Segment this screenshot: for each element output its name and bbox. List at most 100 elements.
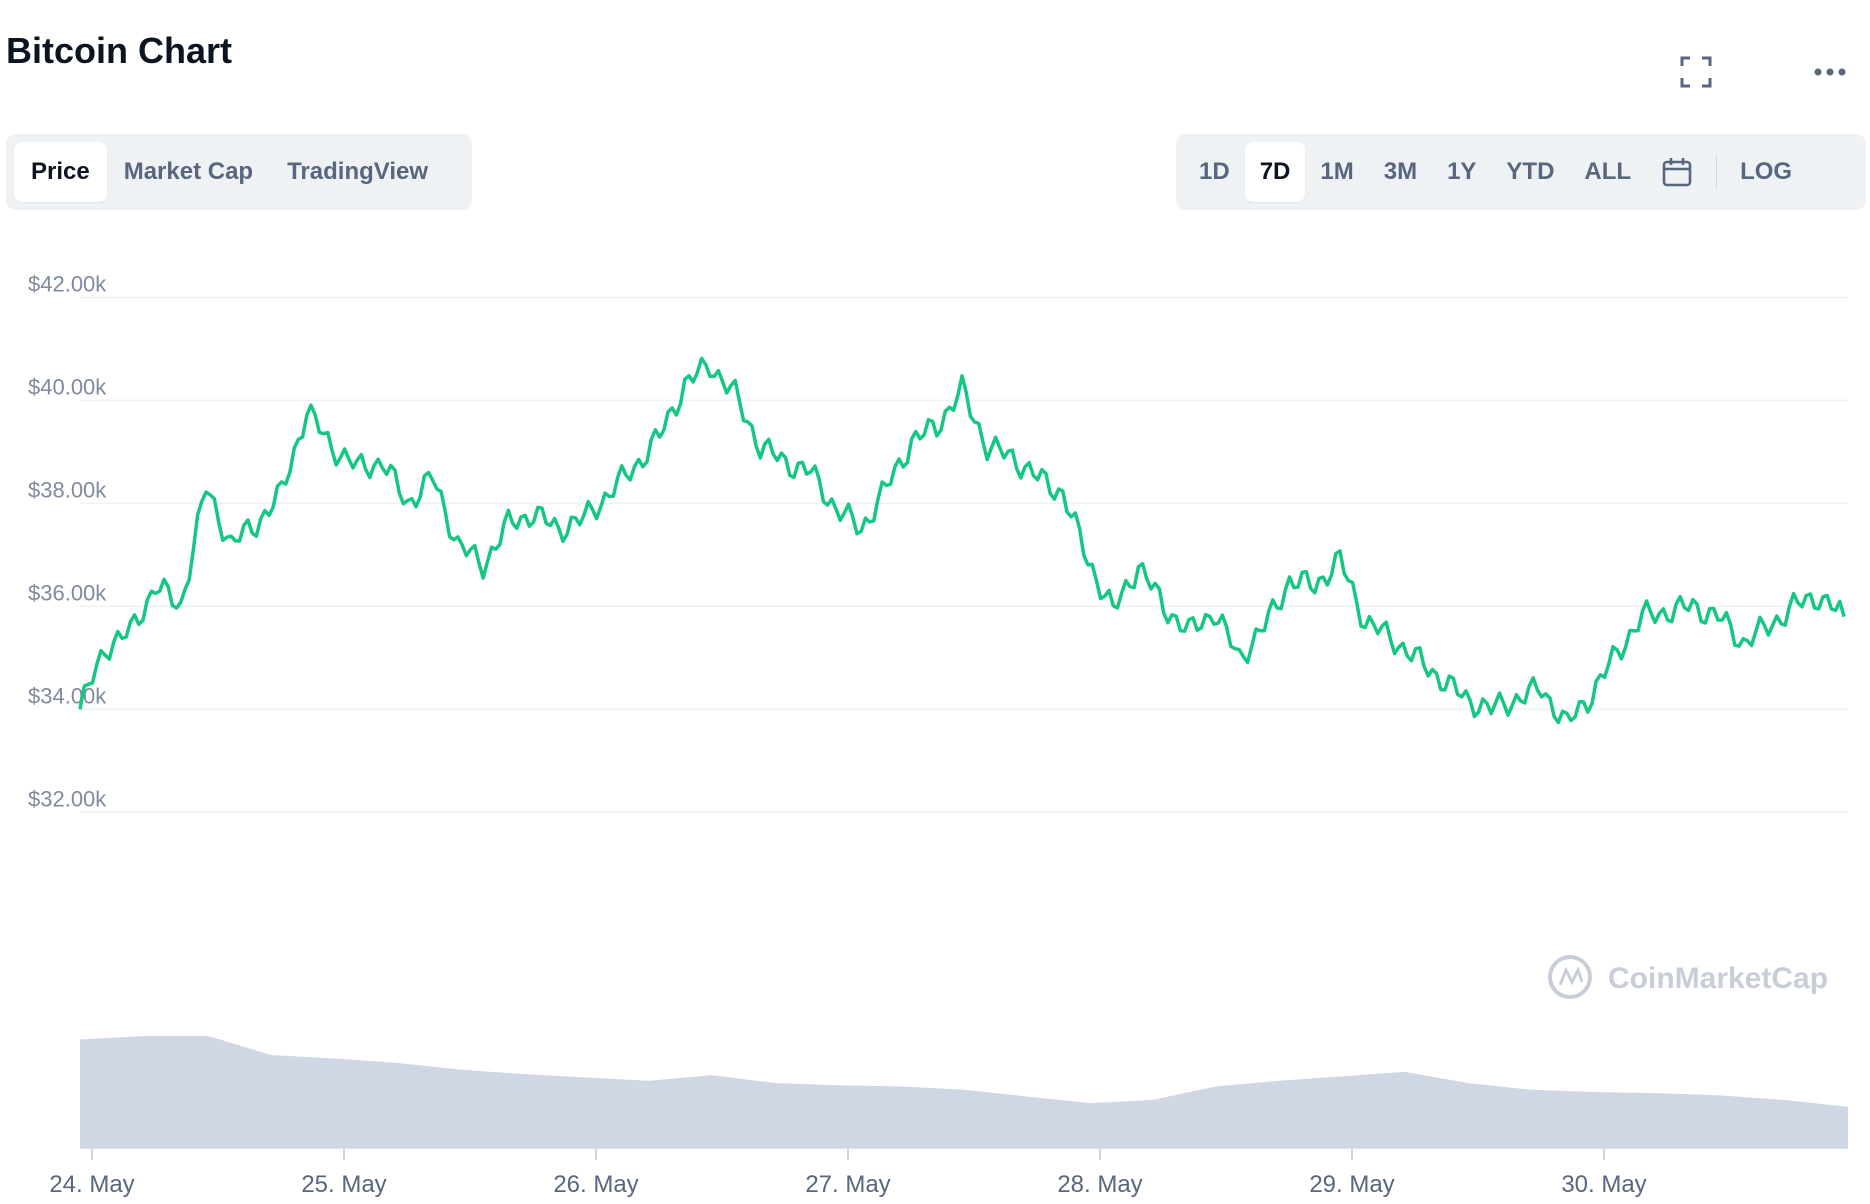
volume-bar (1792, 1101, 1796, 1148)
volume-bar (736, 1078, 740, 1148)
volume-bar (308, 1057, 312, 1148)
volume-bar (332, 1058, 336, 1148)
volume-bar (724, 1076, 728, 1148)
volume-bar (1812, 1103, 1816, 1148)
volume-bar (488, 1071, 492, 1148)
volume-bar (1164, 1097, 1168, 1148)
volume-bar (1252, 1083, 1256, 1148)
volume-bar (1296, 1079, 1300, 1148)
volume-bar (1076, 1101, 1080, 1148)
volume-bar (1156, 1098, 1160, 1148)
volume-bar (760, 1081, 764, 1148)
volume-bar (80, 1039, 84, 1148)
volume-bar (1672, 1093, 1676, 1148)
more-options-button[interactable] (1810, 52, 1850, 92)
tab-price[interactable]: Price (14, 142, 107, 202)
volume-bar (1784, 1100, 1788, 1148)
volume-bar (148, 1036, 152, 1148)
calendar-icon (1662, 158, 1692, 187)
volume-bar (700, 1076, 704, 1148)
volume-bar (1284, 1080, 1288, 1148)
volume-bar (528, 1074, 532, 1148)
volume-bar (552, 1075, 556, 1148)
volume-bar (404, 1063, 408, 1148)
volume-bar (1316, 1078, 1320, 1148)
volume-bar (592, 1077, 596, 1148)
calendar-button[interactable] (1646, 142, 1708, 202)
volume-bar (1104, 1102, 1108, 1148)
volume-bar (376, 1061, 380, 1148)
volume-bar (1448, 1079, 1452, 1148)
volume-bar (1036, 1097, 1040, 1148)
log-toggle[interactable]: LOG (1740, 158, 1793, 185)
price-series (78, 356, 1846, 725)
volume-bar (1360, 1074, 1364, 1148)
volume-bar (1696, 1094, 1700, 1148)
range-7d[interactable]: 7D (1244, 142, 1306, 202)
volume-bar (1088, 1103, 1092, 1148)
volume-bar (1684, 1094, 1688, 1148)
volume-bar (1176, 1094, 1180, 1148)
volume-bar (1664, 1093, 1668, 1148)
volume-bar (164, 1036, 168, 1148)
volume-bar (348, 1059, 352, 1148)
volume-bar (1700, 1094, 1704, 1148)
volume-bar (988, 1092, 992, 1148)
volume-bar (136, 1036, 140, 1148)
volume-bar (524, 1074, 528, 1148)
range-1d[interactable]: 1D (1199, 158, 1230, 185)
volume-bar (620, 1079, 624, 1148)
volume-bar (1832, 1105, 1836, 1148)
tab-market-cap[interactable]: Market Cap (123, 158, 254, 185)
volume-bar (1704, 1094, 1708, 1148)
volume-bar (224, 1041, 228, 1148)
volume-bar (300, 1056, 304, 1148)
volume-bar (1756, 1098, 1760, 1148)
volume-bar (124, 1037, 128, 1148)
volume-bar (576, 1077, 580, 1148)
volume-bar (344, 1059, 348, 1148)
volume-bar (1692, 1094, 1696, 1148)
volume-bar (1372, 1074, 1376, 1148)
volume-bar (1748, 1097, 1752, 1148)
y-axis-labels: $32.00k $34.00k $36.00k $38.00k $40.00k $42.0… (28, 271, 107, 811)
volume-bar (304, 1056, 308, 1148)
volume-bar (896, 1086, 900, 1148)
volume-bar (1840, 1106, 1844, 1148)
volume-bar (1080, 1102, 1084, 1148)
volume-bar (196, 1036, 200, 1148)
volume-bar (492, 1072, 496, 1148)
volume-bar (112, 1037, 116, 1148)
volume-bar (1220, 1085, 1224, 1148)
range-3m[interactable]: 3M (1383, 158, 1418, 185)
volume-bar (708, 1075, 712, 1148)
volume-bar (1416, 1074, 1420, 1148)
volume-bar (1632, 1092, 1636, 1148)
volume-bar (1148, 1100, 1152, 1148)
volume-bar (508, 1073, 512, 1148)
range-1y[interactable]: 1Y (1447, 158, 1477, 185)
volume-bar (1720, 1095, 1724, 1148)
volume-bar (1776, 1099, 1780, 1148)
volume-bar (1128, 1101, 1132, 1148)
price-chart[interactable]: $32.00k $34.00k $36.00k $38.00k $40.00k $42.0… (0, 270, 1870, 1204)
volume-bar (912, 1087, 916, 1148)
volume-bar (872, 1085, 876, 1148)
volume-bar (1716, 1095, 1720, 1148)
volume-bar (1424, 1075, 1428, 1148)
volume-bar (176, 1036, 180, 1148)
volume-bar (244, 1047, 248, 1148)
tab-tradingview[interactable]: TradingView (287, 158, 429, 185)
fullscreen-button[interactable] (1676, 52, 1716, 92)
volume-bar (1212, 1086, 1216, 1148)
range-ytd[interactable]: YTD (1506, 158, 1555, 185)
range-all[interactable]: ALL (1584, 158, 1632, 185)
volume-bar (1760, 1098, 1764, 1148)
range-1m[interactable]: 1M (1320, 158, 1354, 185)
volume-bar (1032, 1097, 1036, 1148)
volume-bar (520, 1074, 524, 1148)
volume-bar (600, 1078, 604, 1148)
volume-bar (256, 1051, 260, 1148)
volume-bar (880, 1086, 884, 1148)
volume-bar (1356, 1075, 1360, 1148)
